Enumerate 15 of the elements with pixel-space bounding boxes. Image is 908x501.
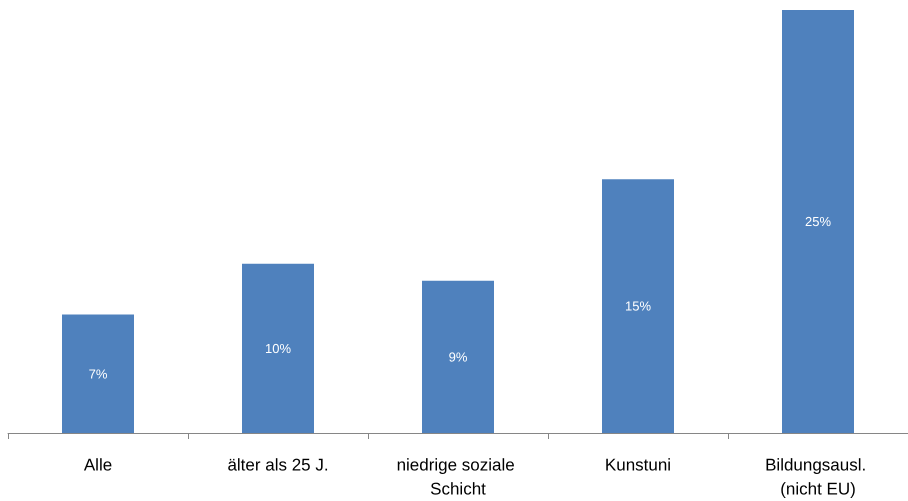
x-tick-label: Alle <box>84 456 112 474</box>
bar <box>242 264 314 433</box>
data-label: 9% <box>448 349 468 364</box>
x-tick-label: Bildungsausl. (nicht EU) <box>765 456 871 498</box>
data-label: 25% <box>804 214 832 229</box>
data-label: 10% <box>264 340 292 356</box>
bar <box>782 10 854 433</box>
x-tick-label: niedrige soziale Schicht <box>396 456 520 498</box>
bar <box>62 314 134 433</box>
x-tick-label: Kunstuni <box>604 456 672 474</box>
x-tick-label: älter als 25 J. <box>227 456 329 474</box>
data-label: 15% <box>624 298 652 314</box>
data-label: 7% <box>88 366 108 382</box>
bar <box>602 179 674 433</box>
bar <box>422 280 494 433</box>
